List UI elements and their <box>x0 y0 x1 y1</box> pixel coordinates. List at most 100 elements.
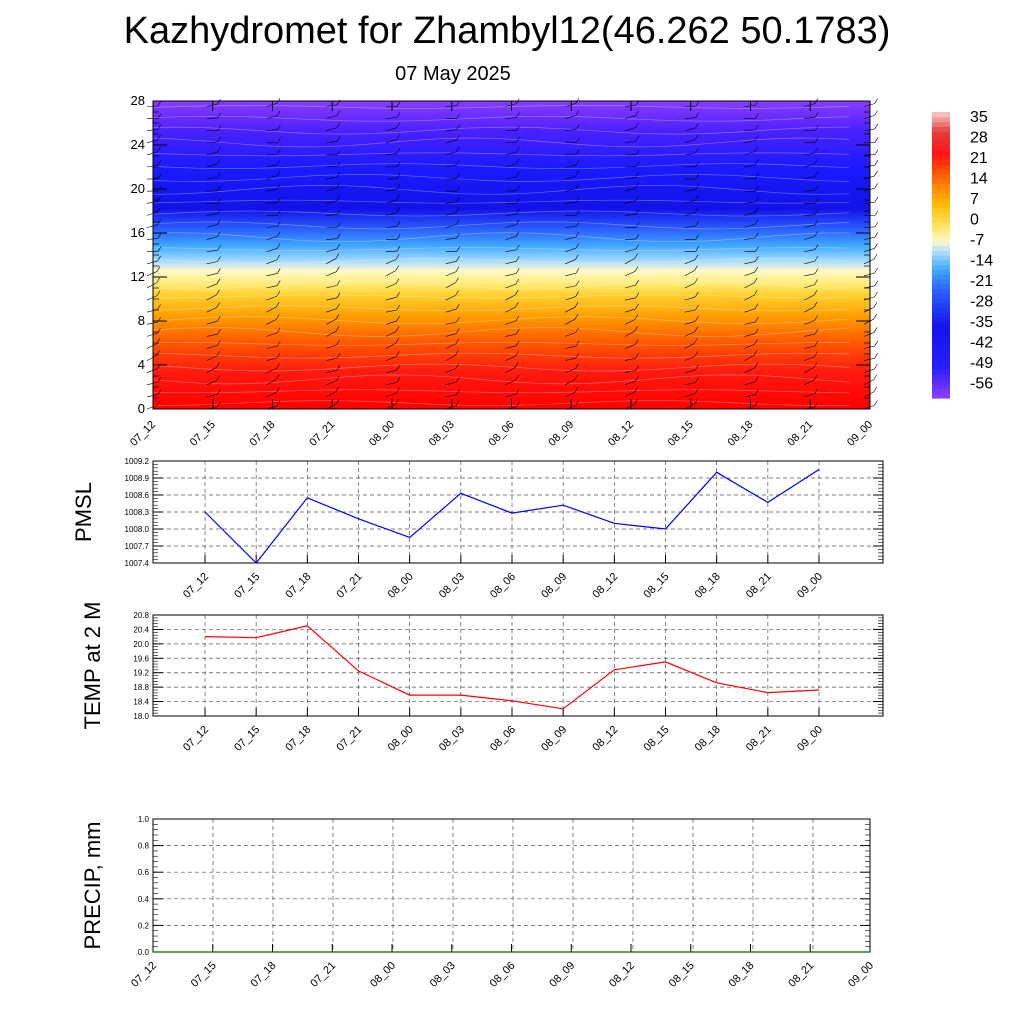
wind-barb-flag <box>814 209 819 215</box>
colorbar-cell <box>932 231 950 237</box>
wind-barb <box>146 139 158 144</box>
wind-barb <box>863 379 874 386</box>
wind-barb <box>505 393 517 398</box>
wind-barb <box>744 381 756 386</box>
wind-barb-flag <box>635 135 640 142</box>
wind-barb <box>565 368 576 373</box>
wind-barb-flag <box>217 158 221 164</box>
wind-barb-flag <box>336 303 340 309</box>
wind-barb <box>744 164 756 168</box>
wind-barb <box>744 308 756 313</box>
wind-barb <box>385 356 397 361</box>
wind-barb <box>266 236 278 240</box>
wind-barb-flag <box>515 219 520 225</box>
y-tick-label: 19.2 <box>133 669 149 678</box>
wind-barb-flag <box>634 326 638 332</box>
wind-barb <box>326 319 337 325</box>
wind-barb <box>266 392 277 398</box>
wind-barb-flag <box>874 267 878 274</box>
wind-barb-flag <box>753 350 758 356</box>
wind-barb-flag <box>396 245 401 252</box>
wind-barb-flag <box>635 110 639 116</box>
wind-barb <box>385 259 397 265</box>
colorbar-cell <box>932 188 950 194</box>
wind-barb-flag <box>634 266 639 272</box>
wind-barb <box>385 296 397 301</box>
colorbar-cell <box>932 355 950 361</box>
wind-barb-flag <box>336 149 341 155</box>
wind-barb-flag <box>755 173 759 179</box>
wind-barb-flag <box>277 341 281 347</box>
wind-barb-flag <box>814 147 819 153</box>
wind-barb-flag <box>634 314 639 320</box>
wind-barb-flag <box>575 110 580 116</box>
wind-barb-flag <box>575 197 580 203</box>
wind-barb <box>385 139 397 144</box>
x-tick-label: 07_21 <box>307 419 337 449</box>
colorbar-cell <box>932 212 950 218</box>
x-tick-label: 09_00 <box>845 419 875 449</box>
wind-barb <box>863 103 875 107</box>
wind-barb-flag <box>695 246 700 252</box>
wind-barb <box>505 273 517 277</box>
wind-barb <box>326 308 337 313</box>
contour-line <box>152 221 850 230</box>
wind-barb-flag <box>754 219 759 225</box>
wind-barb <box>744 333 756 337</box>
contour-line <box>152 279 850 290</box>
wind-barb <box>266 345 278 349</box>
wind-barb-flag <box>396 134 400 140</box>
colorbar-cell <box>932 293 950 299</box>
wind-barb <box>206 213 218 216</box>
wind-barb-flag <box>575 352 580 359</box>
wind-barb <box>445 308 457 313</box>
wind-barb <box>385 309 397 313</box>
y-tick-label: 20 <box>131 181 145 196</box>
wind-barb-flag <box>695 101 700 107</box>
wind-barb <box>326 258 337 265</box>
wind-barb <box>206 117 218 119</box>
wind-barb-flag <box>456 146 460 152</box>
colorbar-cell <box>932 259 950 266</box>
x-tick-label: 07_15 <box>232 571 262 601</box>
wind-barb <box>684 212 696 216</box>
wind-barb-flag <box>515 388 520 395</box>
wind-barb-flag <box>635 182 639 189</box>
wind-barb-flag <box>456 303 460 310</box>
wind-barb <box>684 296 696 301</box>
wind-barb-flag <box>695 147 699 154</box>
wind-barb-flag <box>217 268 221 274</box>
wind-barb-flag <box>336 136 341 142</box>
y-tick-label: 1008.3 <box>125 508 150 517</box>
wind-barb-flag <box>515 231 520 237</box>
wind-barb-flag <box>814 328 819 335</box>
wind-barb-flag <box>395 326 400 332</box>
wind-barb <box>565 259 576 265</box>
wind-barb-flag <box>276 314 280 320</box>
wind-barb-flag <box>456 159 460 166</box>
wind-barb-flag <box>635 365 640 371</box>
wind-barb-flag <box>336 182 341 189</box>
wind-barb <box>385 343 396 349</box>
wind-barb <box>445 271 457 277</box>
wind-barb-flag <box>635 122 639 128</box>
x-tick-label: 08_15 <box>642 724 672 754</box>
colorbar-cell <box>932 235 950 242</box>
wind-barb-flag <box>635 233 640 240</box>
colorbar-cell <box>932 345 950 351</box>
colorbar-cell <box>932 178 950 185</box>
colorbar-label: 35 <box>970 109 988 126</box>
wind-barb <box>684 403 695 410</box>
colorbar-label: 21 <box>970 150 988 167</box>
wind-barb <box>804 103 815 107</box>
wind-barb-flag <box>217 340 221 346</box>
wind-barb-flag <box>873 327 878 333</box>
wind-barb-flag <box>516 198 520 204</box>
wind-barb-flag <box>695 364 699 371</box>
colorbar-cell <box>932 264 950 270</box>
wind-barb-flag <box>575 243 580 249</box>
wind-barb <box>326 115 337 119</box>
wind-barb <box>565 202 577 204</box>
wind-barb-flag <box>753 277 758 284</box>
wind-barb-flag <box>575 268 580 274</box>
